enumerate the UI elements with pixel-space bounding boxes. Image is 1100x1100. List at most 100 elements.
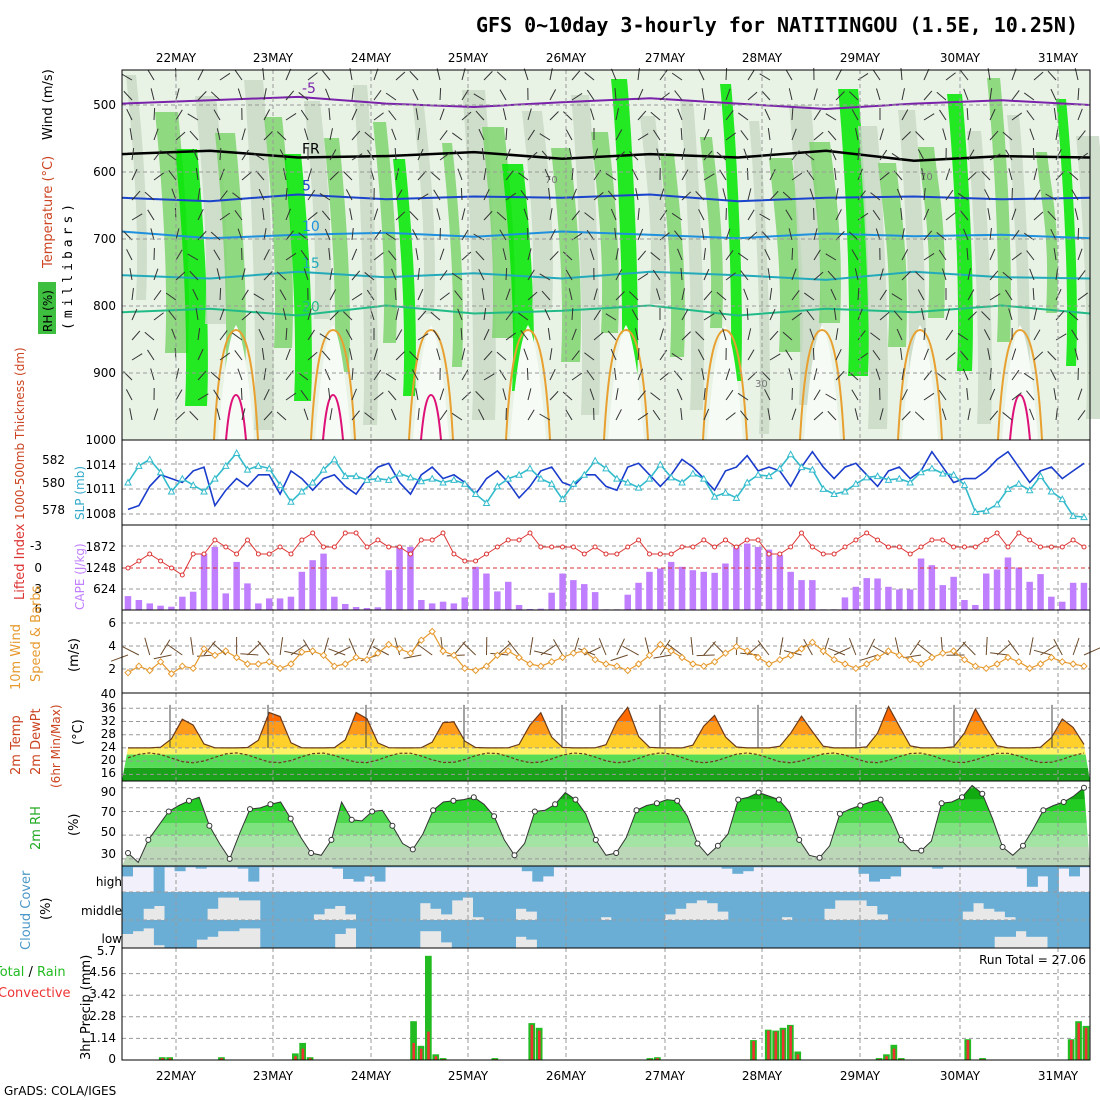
wind-barb: [544, 308, 551, 321]
rh-point: [877, 796, 884, 803]
lifted-index-point: [527, 530, 533, 536]
cloud-bar: [690, 866, 702, 868]
top-date-label: 23MAY: [253, 51, 294, 65]
cloud-bar: [739, 920, 751, 948]
cape-bar: [993, 569, 1001, 610]
wind-barb-10m: [122, 646, 140, 656]
cloud-bar: [717, 920, 729, 948]
wind-barb: [213, 389, 221, 401]
wind-barb: [527, 291, 538, 301]
thickness-point: [613, 474, 621, 482]
wind-barb: [527, 269, 535, 281]
wind-barb-10m: [257, 640, 270, 656]
wind-speed-point: [645, 651, 654, 660]
wind-barb: [505, 332, 517, 341]
wind-barb-10m: [279, 637, 284, 656]
precip-convective-bar: [294, 1056, 297, 1060]
wind-barb: [520, 189, 529, 201]
wind-barb: [1032, 147, 1035, 161]
wind-speed-point: [841, 660, 849, 668]
theta-contour: [897, 328, 943, 441]
wind-barb: [417, 408, 420, 421]
wind-barb: [192, 288, 199, 301]
cloud-bar: [483, 920, 495, 948]
wind-barb: [147, 69, 155, 81]
cape-bar: [450, 603, 458, 610]
top-date-label: 25MAY: [448, 51, 489, 65]
wind-barb: [637, 250, 647, 261]
precip-tick: 3.42: [89, 987, 116, 1001]
wind-barb: [635, 328, 639, 341]
thickness-tick: 580: [42, 476, 65, 490]
cloud-bar: [930, 892, 942, 920]
wind-barb: [830, 288, 837, 301]
wind-barb: [304, 128, 309, 141]
wind-barb: [175, 131, 186, 141]
cloud-bar: [942, 866, 954, 868]
label-precip-units: 3hr Precip (mm): [79, 955, 94, 1060]
cloud-bar: [377, 920, 389, 948]
cloud-bar: [427, 866, 439, 868]
wind-speed-point: [124, 668, 132, 677]
rh-point: [714, 842, 721, 849]
cape-bar: [1080, 582, 1088, 610]
lifted-index-point: [744, 537, 750, 543]
cape-bar: [809, 580, 816, 610]
wind-barb: [1077, 130, 1086, 141]
wind-barb: [565, 129, 573, 141]
wind-barb: [571, 350, 580, 361]
wind-barb: [436, 348, 441, 361]
wind-barb: [385, 373, 397, 381]
wind-barb: [263, 249, 270, 261]
cloud-bar: [504, 892, 516, 920]
wind-barb-10m: [610, 654, 628, 662]
cloud-bar: [770, 920, 782, 948]
precip-convective-bar: [427, 1031, 430, 1060]
cloud-bar: [258, 866, 270, 868]
wind-barb: [854, 408, 859, 421]
cloud-bar: [675, 920, 687, 948]
wind-barb: [343, 171, 353, 181]
wind-barb: [879, 408, 884, 421]
wind-speed-point: [298, 648, 306, 656]
wind-barb: [153, 107, 156, 121]
wind-barb: [605, 313, 617, 321]
wind-speed-point: [1025, 664, 1034, 673]
wind-barb: [835, 91, 845, 101]
thickness-point: [211, 474, 219, 482]
wind-barb: [548, 188, 551, 201]
panel-2m-rh: 90 70 50 30 2m RH (%): [29, 780, 1091, 867]
wind-barb: [387, 390, 397, 401]
wind-barb: [987, 348, 991, 361]
wind-barb: [674, 230, 683, 241]
wind-barb: [385, 92, 397, 101]
wind-barb: [915, 131, 925, 141]
wind-barb-10m: [1053, 638, 1063, 656]
wind-barb: [1033, 189, 1041, 201]
wind-barb: [131, 148, 135, 161]
wind-barb: [412, 88, 419, 101]
top-date-label: 22MAY: [156, 51, 197, 65]
wind-barb: [391, 128, 397, 141]
cloud-bar: [994, 892, 1006, 912]
wind-barb: [637, 110, 647, 121]
cloud-bar: [590, 920, 602, 948]
cloud-bar: [132, 866, 144, 868]
cloud-bar: [228, 892, 240, 898]
cape-bar: [309, 560, 316, 610]
precip-convective-bar: [530, 1024, 534, 1060]
thickness-point: [906, 478, 915, 486]
wind-barb: [131, 353, 143, 361]
cloud-bar: [1047, 920, 1059, 948]
lifted-index-point: [962, 544, 967, 550]
cloud-bar: [866, 892, 878, 906]
cloud-bar: [973, 892, 985, 904]
cloud-bar: [409, 920, 421, 948]
wind-barb: [743, 148, 749, 161]
lifted-index-point: [342, 530, 348, 536]
cloud-bar: [600, 920, 612, 948]
wind-barb: [219, 190, 228, 201]
rh-contour-label: 70: [920, 172, 933, 183]
wind-speed-point: [906, 655, 914, 664]
wind-barb: [285, 188, 288, 201]
